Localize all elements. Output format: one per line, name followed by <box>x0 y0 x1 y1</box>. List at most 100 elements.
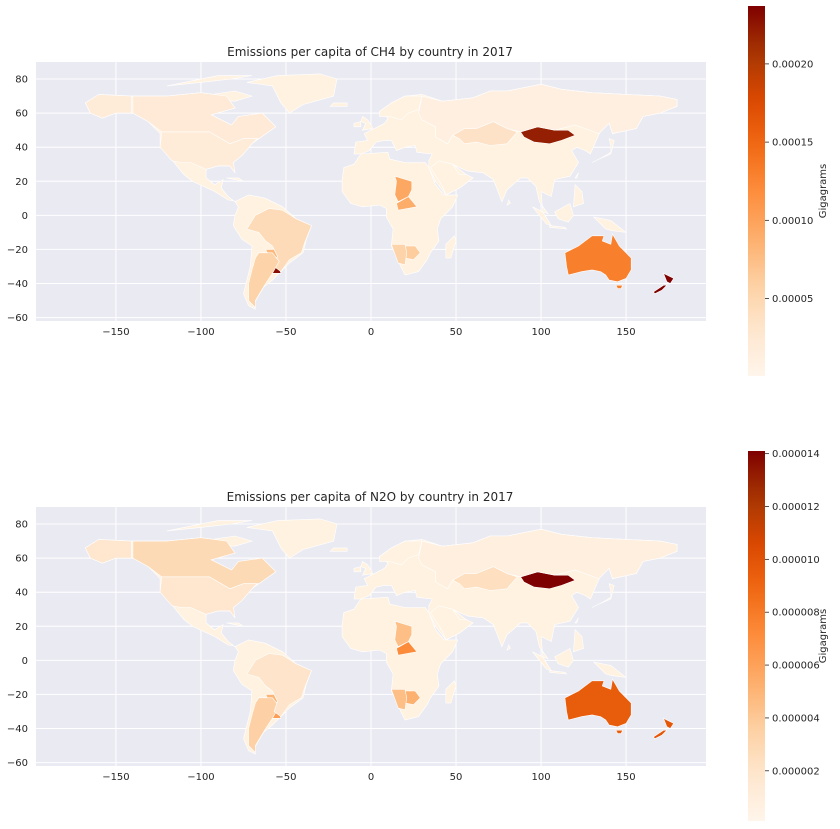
country-shape <box>226 177 244 182</box>
country-shape <box>554 647 574 668</box>
colorbar-tick-label: 0.000004 <box>772 713 820 724</box>
country-australia <box>615 729 624 734</box>
y-tick-label: −60 <box>7 758 28 769</box>
colorbar-tick-label: 0.000008 <box>772 608 820 619</box>
country-shape <box>445 235 457 259</box>
colorbar-tick-label: 0.00010 <box>772 216 813 227</box>
panel-n2o: Emissions per capita of N2O by country i… <box>7 449 829 821</box>
country-united-states <box>84 539 132 564</box>
country-shape <box>554 202 574 223</box>
colorbar-label: Gigagrams <box>818 609 829 664</box>
country-shape <box>226 622 244 627</box>
colorbar-tick-label: 0.00020 <box>772 59 813 70</box>
country-united-states <box>159 576 258 618</box>
y-tick-label: 80 <box>15 520 28 531</box>
y-tick-label: 80 <box>15 75 28 86</box>
country-shape <box>329 102 348 107</box>
y-tick-label: −60 <box>7 313 28 324</box>
country-new-zealand <box>652 729 668 740</box>
x-tick-label: 0 <box>368 327 374 338</box>
x-tick-label: 100 <box>532 772 551 783</box>
country-central-african-republic <box>396 196 418 211</box>
x-tick-label: −50 <box>275 327 296 338</box>
country-shape <box>341 596 459 721</box>
y-tick-label: −40 <box>7 724 28 735</box>
x-axis-ticks: −150 −100 −50 0 50 100 150 <box>102 772 635 783</box>
country-shapes <box>84 73 678 310</box>
country-brazil <box>246 208 312 273</box>
colorbar-gradient <box>748 6 765 376</box>
colorbar-label: Gigagrams <box>818 164 829 219</box>
y-tick-label: −20 <box>7 245 28 256</box>
country-australia <box>564 233 632 283</box>
y-tick-label: 40 <box>15 588 28 599</box>
y-tick-label: −20 <box>7 690 28 701</box>
y-tick-label: −40 <box>7 279 28 290</box>
country-australia <box>564 678 632 728</box>
country-shape <box>166 75 253 87</box>
y-axis-ticks: −60 −40 −20 0 20 40 60 80 <box>7 520 28 770</box>
y-tick-label: 0 <box>22 211 28 222</box>
country-shape <box>329 547 348 552</box>
x-tick-label: −150 <box>102 327 129 338</box>
map-title: Emissions per capita of CH4 by country i… <box>227 45 513 59</box>
country-shape <box>360 116 374 131</box>
x-axis-ticks: −150 −100 −50 0 50 100 150 <box>102 327 635 338</box>
colorbar-tick-label: 0.00005 <box>772 294 813 305</box>
x-tick-label: −100 <box>187 772 214 783</box>
x-tick-label: 50 <box>450 327 463 338</box>
country-shape <box>549 225 568 230</box>
country-namibia <box>390 689 408 711</box>
country-shape <box>430 605 474 641</box>
x-tick-label: 100 <box>532 327 551 338</box>
country-shape <box>430 160 474 196</box>
country-new-zealand <box>662 272 675 284</box>
country-brazil <box>246 653 312 718</box>
map-title: Emissions per capita of N2O by country i… <box>227 490 514 504</box>
x-tick-label: −100 <box>187 327 214 338</box>
colorbar: 0.000002 0.000004 0.000006 0.000008 0.000010… <box>748 449 829 821</box>
country-new-zealand <box>662 717 675 729</box>
country-russia <box>418 528 678 590</box>
panel-ch4: Emissions per capita of CH4 by country i… <box>7 6 829 376</box>
colorbar-tick-label: 0.000010 <box>772 555 820 566</box>
country-shape <box>246 73 338 114</box>
y-tick-label: 60 <box>15 554 28 565</box>
country-shape <box>379 540 423 566</box>
country-shapes <box>84 518 678 755</box>
country-chad <box>394 620 413 648</box>
x-tick-label: 50 <box>450 772 463 783</box>
country-chad <box>394 175 413 203</box>
colorbar: 0.00005 0.00010 0.00015 0.00020 Gigagrams <box>748 6 829 376</box>
country-shape <box>592 216 628 233</box>
country-shape <box>592 661 628 678</box>
y-tick-label: 60 <box>15 109 28 120</box>
country-shape <box>574 172 579 179</box>
country-shape <box>353 121 362 128</box>
colorbar-tick-label: 0.000012 <box>772 502 820 513</box>
y-axis-ticks: −60 −40 −20 0 20 40 60 80 <box>7 75 28 325</box>
colorbar-gradient <box>748 451 765 821</box>
country-shape <box>166 520 253 532</box>
country-shape <box>574 617 579 624</box>
x-tick-label: 150 <box>617 327 636 338</box>
country-united-states <box>84 94 132 119</box>
colorbar-tick-label: 0.00015 <box>772 138 813 149</box>
country-new-zealand <box>652 284 668 295</box>
country-shape <box>379 95 423 121</box>
country-shape <box>549 670 568 675</box>
country-australia <box>615 284 624 289</box>
y-tick-label: 40 <box>15 143 28 154</box>
country-shape <box>445 680 457 704</box>
country-russia <box>418 83 678 145</box>
colorbar-tick-label: 0.000002 <box>772 766 820 777</box>
country-shape <box>591 583 615 608</box>
country-united-states <box>159 131 258 173</box>
country-shape <box>353 566 362 573</box>
country-argentina <box>248 252 280 309</box>
colorbar-tick-label: 0.000014 <box>772 449 820 460</box>
x-tick-label: 150 <box>617 772 636 783</box>
country-shape <box>573 629 584 653</box>
country-shape <box>573 184 584 208</box>
country-namibia <box>390 244 408 266</box>
